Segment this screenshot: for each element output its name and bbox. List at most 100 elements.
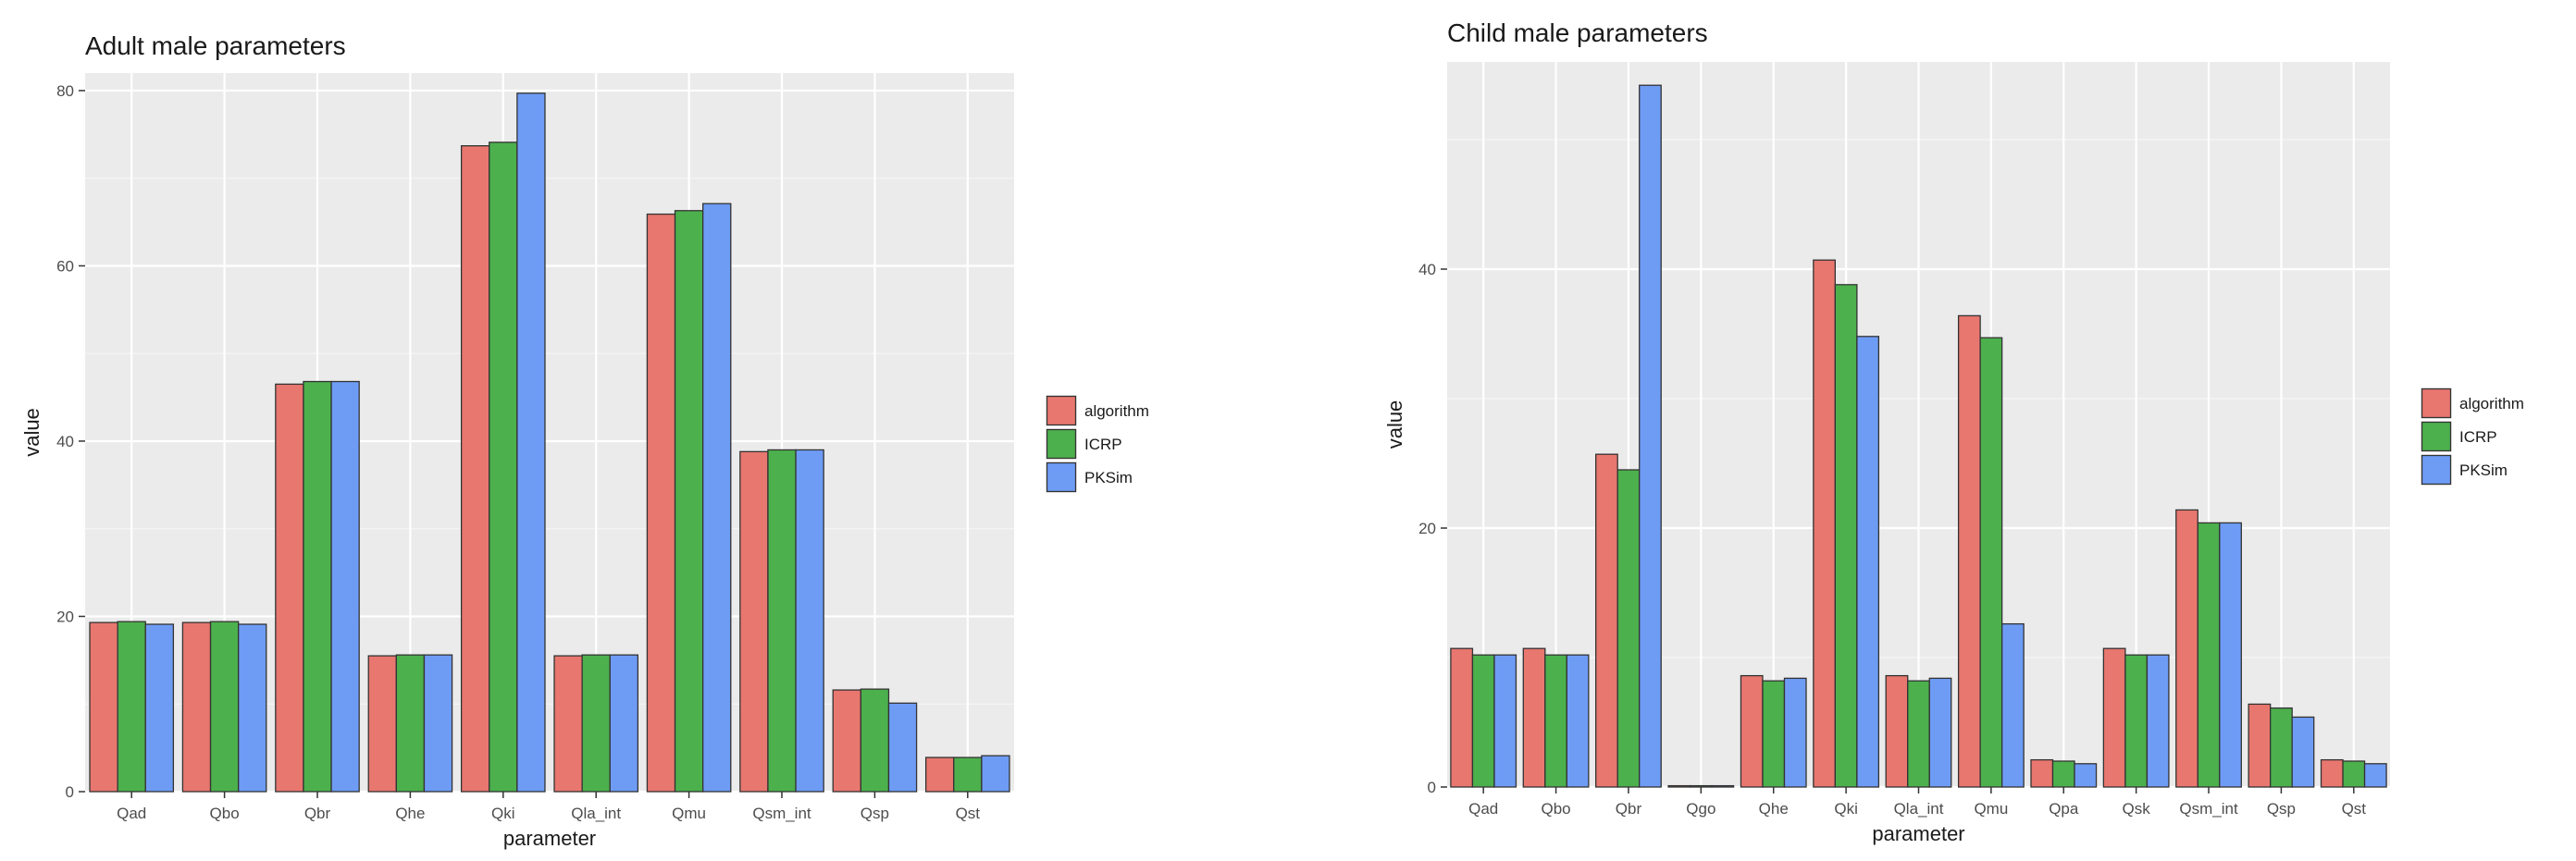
bar-algorithm-qbr	[275, 383, 304, 793]
bar-algorithm-qhe	[367, 655, 397, 793]
bar-algorithm-qbo	[181, 621, 212, 793]
bar-icrp-qla_int	[581, 654, 611, 793]
x-tick-label: Qsp	[861, 805, 889, 822]
y-tick-label: 40	[56, 433, 74, 450]
y-tick-label: 20	[56, 608, 74, 625]
x-tick-label: Qki	[491, 805, 515, 822]
bar-icrp-qsm_int	[2197, 522, 2221, 788]
chart-adult-male: Adult male parameters 0 20 40 60 80 Qad Qbo Qbr Q…	[0, 0, 1288, 856]
bar-icrp-qhe	[1762, 680, 1786, 788]
x-tick-label: Qbr	[1616, 800, 1642, 818]
bar-pksim-qad	[1493, 654, 1517, 788]
y-tick-label: 20	[1418, 520, 1436, 537]
legend-swatch-icrp	[1046, 428, 1077, 460]
bar-pksim-qki	[516, 92, 546, 793]
bar-algorithm-qpa	[2030, 758, 2054, 788]
bar-algorithm-qla_int	[553, 655, 583, 793]
bar-algorithm-qsk	[2102, 647, 2126, 788]
bar-pksim-qla_int	[609, 654, 639, 793]
bar-algorithm-qst	[924, 756, 955, 793]
bar-pksim-qla_int	[1928, 677, 1952, 788]
bar-icrp-qki	[489, 141, 518, 793]
bar-algorithm-qki	[1813, 259, 1837, 788]
x-tick-label: Qsm_int	[752, 805, 811, 822]
bar-icrp-qst	[953, 756, 983, 793]
bar-algorithm-qmu	[646, 213, 676, 793]
legend-label-algorithm: algorithm	[1084, 402, 1149, 420]
x-tick-label: Qki	[1834, 800, 1858, 818]
bar-algorithm-qst	[2320, 758, 2344, 788]
bar-icrp-qsk	[2124, 654, 2149, 788]
bar-pksim-qhe	[423, 654, 453, 793]
x-tick-label: Qst	[2342, 800, 2367, 818]
y-tick-label: 0	[1428, 779, 1436, 796]
x-tick-label: Qmu	[1974, 800, 2008, 818]
bar-pksim-qsp	[887, 702, 918, 793]
x-tick-label: Qsp	[2267, 800, 2296, 818]
x-tick-label: Qgo	[1686, 800, 1715, 818]
x-tick-label: Qla_int	[571, 805, 621, 822]
x-tick-label: Qst	[956, 805, 981, 822]
bar-pksim-qsm_int	[795, 449, 824, 793]
legend-label-icrp: ICRP	[1084, 436, 1122, 453]
bar-pksim-qsk	[2146, 654, 2170, 788]
bar-pksim-qki	[1856, 336, 1880, 788]
y-tick-label: 80	[56, 82, 74, 100]
bar-icrp-qmu	[674, 210, 704, 793]
chart-child-male: Child male parameters 0 20 40 Qad Qbo Qbr Qgo Qh…	[1288, 0, 2576, 856]
bar-icrp-qad	[1471, 654, 1495, 788]
bar-pksim-qsm_int	[2219, 522, 2242, 788]
bar-icrp-qhe	[395, 654, 426, 793]
bar-pksim-qbo	[238, 623, 267, 793]
x-tick-label: Qad	[1468, 800, 1498, 818]
bar-icrp-qbo	[1544, 654, 1567, 788]
x-tick-label: Qhe	[395, 805, 425, 822]
bar-algorithm-qgo	[1667, 784, 1691, 788]
bar-icrp-qsp	[2270, 707, 2293, 788]
chart-title: Child male parameters	[1447, 18, 1708, 47]
x-tick-label: Qsk	[2123, 800, 2151, 818]
y-tick-label: 40	[1418, 261, 1436, 278]
y-tick-label: 60	[56, 257, 74, 275]
legend-label-algorithm: algorithm	[2459, 395, 2524, 412]
bar-pksim-qgo	[1711, 784, 1735, 788]
y-tick-label: 0	[66, 783, 74, 801]
x-tick-label: Qla_int	[1894, 800, 1944, 818]
bar-pksim-qmu	[2000, 622, 2025, 788]
legend-label-icrp: ICRP	[2459, 428, 2497, 446]
bar-icrp-qsm_int	[767, 449, 797, 793]
x-tick-label: Qhe	[1759, 800, 1789, 818]
x-tick-label: Qbo	[210, 805, 240, 822]
x-tick-label: Qmu	[672, 805, 706, 822]
bar-pksim-qst	[981, 755, 1010, 793]
bar-algorithm-qad	[89, 621, 118, 793]
bar-pksim-qad	[144, 623, 175, 793]
legend-label-pksim: PKSim	[1084, 469, 1133, 486]
bar-icrp-qgo	[1689, 784, 1713, 788]
bar-icrp-qbr	[303, 380, 332, 793]
bar-icrp-qbo	[209, 621, 240, 793]
legend-label-pksim: PKSim	[2459, 461, 2508, 479]
bar-icrp-qad	[117, 621, 146, 793]
bar-pksim-qbr	[330, 380, 360, 793]
chart-svg-adult: Adult male parameters 0 20 40 60 80 Qad Qbo Qbr Q…	[20, 31, 1149, 850]
x-tick-label: Qbr	[304, 805, 331, 822]
chart-svg-child: Child male parameters 0 20 40 Qad Qbo Qbr Qgo Qh…	[1383, 18, 2524, 845]
bar-algorithm-qsp	[2248, 703, 2272, 788]
y-axis-title: value	[1383, 400, 1406, 449]
bar-icrp-qmu	[1979, 337, 2003, 788]
bar-algorithm-qsm_int	[739, 450, 769, 793]
x-tick-label: Qbo	[1542, 800, 1571, 818]
x-axis-title: parameter	[1872, 822, 1964, 845]
y-axis-title: value	[20, 408, 43, 457]
x-axis-title: parameter	[503, 827, 596, 850]
bar-pksim-qsp	[2291, 716, 2315, 788]
legend-swatch-pksim	[1046, 461, 1077, 493]
bar-pksim-qst	[2363, 763, 2387, 788]
bar-pksim-qmu	[702, 203, 732, 793]
bar-algorithm-qhe	[1740, 674, 1764, 788]
bar-icrp-qbr	[1616, 469, 1641, 788]
bar-algorithm-qbo	[1522, 647, 1546, 788]
chart-title: Adult male parameters	[85, 31, 346, 60]
legend-swatch-algorithm	[2421, 387, 2452, 419]
